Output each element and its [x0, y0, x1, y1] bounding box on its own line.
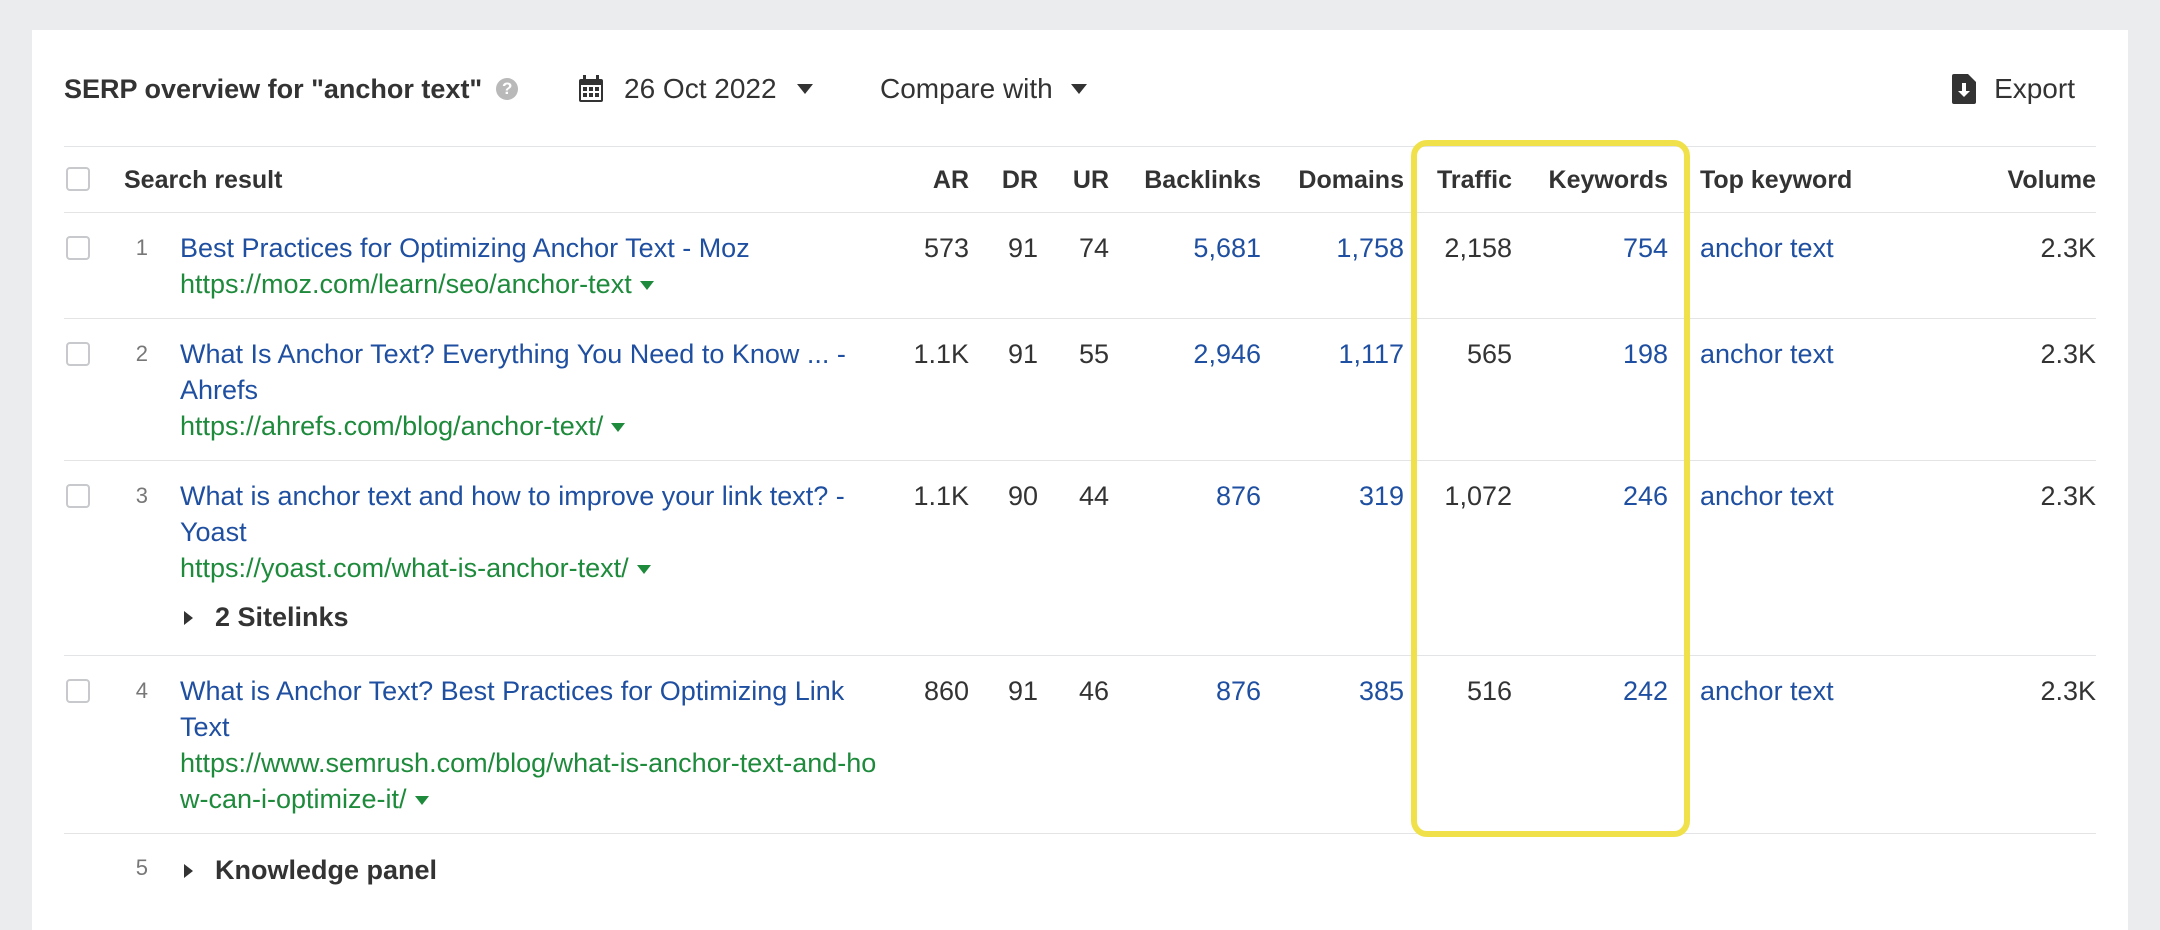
- cell-volume: 2.3K: [2040, 676, 2096, 706]
- caret-right-icon: [184, 610, 193, 625]
- cell-top-keyword[interactable]: anchor text: [1700, 233, 1834, 263]
- export-button[interactable]: Export: [1952, 68, 2075, 110]
- cell-traffic: 1,072: [1444, 481, 1512, 511]
- caret-right-icon: [184, 863, 193, 878]
- cell-keywords[interactable]: 246: [1622, 481, 1668, 511]
- compare-with-dropdown[interactable]: Compare with: [880, 68, 1087, 110]
- question-circle-icon[interactable]: ?: [496, 78, 519, 100]
- col-traffic[interactable]: Traffic: [1436, 166, 1512, 194]
- col-volume[interactable]: Volume: [2007, 166, 2096, 194]
- knowledge-panel-toggle[interactable]: Knowledge panel: [184, 855, 437, 886]
- row-divider: [64, 460, 2096, 461]
- cell-volume: 2.3K: [2040, 339, 2096, 369]
- chevron-down-icon[interactable]: [414, 796, 429, 806]
- table-top-divider: [64, 146, 2096, 147]
- cell-top-keyword[interactable]: anchor text: [1700, 339, 1834, 369]
- row-checkbox[interactable]: [66, 679, 90, 703]
- cell-volume: 2.3K: [2040, 481, 2096, 511]
- cell-top-keyword[interactable]: anchor text: [1700, 676, 1834, 706]
- result-title-link[interactable]: What is anchor text and how to improve y…: [180, 481, 845, 547]
- row-divider: [64, 833, 2096, 834]
- chevron-down-icon[interactable]: [611, 423, 626, 433]
- row-checkbox[interactable]: [66, 342, 90, 366]
- cell-dr: 90: [1007, 481, 1038, 511]
- cell-ar: 1.1K: [913, 481, 969, 511]
- chevron-down-icon[interactable]: [636, 565, 651, 575]
- cell-backlinks[interactable]: 876: [1215, 481, 1261, 511]
- cell-traffic: 2,158: [1444, 233, 1512, 263]
- result-title-link[interactable]: What Is Anchor Text? Everything You Need…: [180, 339, 846, 405]
- row-checkbox[interactable]: [66, 484, 90, 508]
- cell-domains[interactable]: 319: [1358, 481, 1404, 511]
- cell-backlinks[interactable]: 5,681: [1193, 233, 1261, 263]
- cell-ar: 573: [923, 233, 969, 263]
- result-url: https://ahrefs.com/blog/anchor-text/: [180, 411, 604, 441]
- result-url: https://yoast.com/what-is-anchor-text/: [180, 553, 629, 583]
- chevron-down-icon[interactable]: [639, 281, 654, 291]
- row-number: 3: [135, 483, 148, 508]
- cell-ar: 1.1K: [913, 339, 969, 369]
- col-top-keyword[interactable]: Top keyword: [1700, 166, 1853, 194]
- cell-domains[interactable]: 385: [1358, 676, 1404, 706]
- cell-dr: 91: [1007, 676, 1038, 706]
- cell-dr: 91: [1007, 339, 1038, 369]
- result-url-link[interactable]: https://yoast.com/what-is-anchor-text/: [180, 550, 882, 586]
- row-divider: [64, 318, 2096, 319]
- result-url: https://moz.com/learn/seo/anchor-text: [180, 269, 632, 299]
- col-dr[interactable]: DR: [1001, 166, 1038, 194]
- sitelinks-toggle[interactable]: 2 Sitelinks: [184, 602, 349, 633]
- col-ur[interactable]: UR: [1072, 166, 1109, 194]
- row-number: 1: [135, 235, 148, 260]
- col-ar[interactable]: AR: [932, 166, 969, 194]
- header-divider: [64, 212, 2096, 213]
- col-search-result[interactable]: Search result: [124, 166, 283, 194]
- cell-ar: 860: [923, 676, 969, 706]
- cell-traffic: 516: [1466, 676, 1512, 706]
- date-picker[interactable]: 26 Oct 2022: [578, 68, 813, 110]
- result-title-link[interactable]: Best Practices for Optimizing Anchor Tex…: [180, 233, 750, 263]
- serp-overview-panel: [32, 30, 2128, 930]
- cell-backlinks[interactable]: 876: [1215, 676, 1261, 706]
- cell-domains[interactable]: 1,117: [1338, 339, 1404, 369]
- date-value: 26 Oct 2022: [624, 73, 777, 104]
- row-number: 2: [135, 341, 148, 366]
- cell-keywords[interactable]: 242: [1622, 676, 1668, 706]
- knowledge-panel-label: Knowledge panel: [215, 855, 438, 885]
- row-number: 4: [135, 678, 148, 703]
- sitelinks-label: 2 Sitelinks: [215, 602, 349, 632]
- col-backlinks[interactable]: Backlinks: [1144, 166, 1261, 194]
- col-domains[interactable]: Domains: [1298, 166, 1404, 194]
- cell-volume: 2.3K: [2040, 233, 2096, 263]
- cell-backlinks[interactable]: 2,946: [1193, 339, 1261, 369]
- result-url-link[interactable]: https://ahrefs.com/blog/anchor-text/: [180, 408, 882, 444]
- cell-ur: 44: [1078, 481, 1109, 511]
- result-url-link[interactable]: https://moz.com/learn/seo/anchor-text: [180, 266, 882, 302]
- result-url: https://www.semrush.com/blog/what-is-anc…: [180, 748, 877, 814]
- page-title: SERP overview for "anchor text": [64, 73, 483, 104]
- cell-ur: 46: [1078, 676, 1109, 706]
- row-checkbox[interactable]: [66, 236, 90, 260]
- cell-traffic: 565: [1466, 339, 1512, 369]
- export-label: Export: [1994, 73, 2075, 104]
- cell-keywords[interactable]: 754: [1622, 233, 1668, 263]
- cell-ur: 55: [1078, 339, 1109, 369]
- row-number: 5: [135, 855, 148, 880]
- cell-keywords[interactable]: 198: [1622, 339, 1668, 369]
- calendar-icon: [579, 75, 603, 102]
- serp-header: SERP overview for "anchor text" ?: [64, 68, 519, 110]
- cell-domains[interactable]: 1,758: [1336, 233, 1404, 263]
- select-all-checkbox[interactable]: [66, 167, 90, 191]
- result-url-link[interactable]: https://www.semrush.com/blog/what-is-anc…: [180, 745, 882, 817]
- result-title-link[interactable]: What is Anchor Text? Best Practices for …: [180, 676, 845, 742]
- cell-top-keyword[interactable]: anchor text: [1700, 481, 1834, 511]
- chevron-down-icon: [1070, 84, 1087, 94]
- cell-ur: 74: [1078, 233, 1109, 263]
- row-divider: [64, 655, 2096, 656]
- compare-with-label: Compare with: [880, 73, 1053, 104]
- chevron-down-icon: [796, 84, 813, 94]
- download-file-icon: [1952, 74, 1977, 104]
- col-keywords[interactable]: Keywords: [1548, 166, 1668, 194]
- cell-dr: 91: [1007, 233, 1038, 263]
